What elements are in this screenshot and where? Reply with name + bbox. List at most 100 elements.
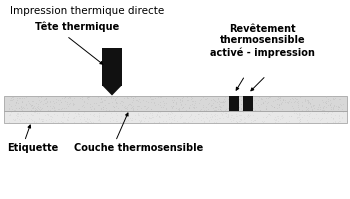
Point <box>33 120 38 124</box>
Point <box>147 112 153 115</box>
Point <box>244 102 250 105</box>
Point <box>138 100 143 103</box>
Point <box>40 118 45 121</box>
Point <box>179 97 184 100</box>
Point <box>247 113 253 116</box>
Bar <box>4 96 346 111</box>
Point <box>318 121 324 124</box>
Point <box>174 97 180 100</box>
Point <box>196 112 202 115</box>
Point <box>325 103 331 106</box>
Point <box>310 116 315 119</box>
Point <box>38 100 44 103</box>
Point <box>297 120 302 123</box>
Point <box>339 115 345 119</box>
Point <box>84 120 90 123</box>
Point <box>203 112 209 115</box>
Point <box>252 118 257 121</box>
Point <box>328 102 334 105</box>
Point <box>336 105 342 108</box>
Point <box>329 111 335 114</box>
Point <box>199 119 204 122</box>
Point <box>9 98 15 101</box>
Point <box>77 118 83 121</box>
Point <box>317 102 322 105</box>
Point <box>323 101 329 104</box>
Point <box>100 115 105 118</box>
Point <box>241 117 246 121</box>
Point <box>255 103 261 106</box>
Point <box>285 101 290 104</box>
Point <box>328 102 333 106</box>
Point <box>248 96 254 99</box>
Point <box>136 119 142 122</box>
Point <box>311 116 316 119</box>
Point <box>253 101 259 104</box>
Point <box>275 97 281 100</box>
Point <box>286 114 292 118</box>
Point <box>193 99 198 102</box>
Point <box>330 120 336 124</box>
Point <box>309 98 314 101</box>
Point <box>173 107 178 110</box>
Point <box>177 116 183 120</box>
Point <box>257 109 262 112</box>
Point <box>168 115 174 118</box>
Point <box>99 96 104 99</box>
Point <box>279 115 285 118</box>
Point <box>28 117 34 120</box>
Point <box>340 102 346 105</box>
Point <box>140 98 145 101</box>
Point <box>51 105 57 109</box>
Point <box>217 116 223 120</box>
Point <box>336 98 341 101</box>
Point <box>330 108 336 111</box>
Point <box>81 111 86 114</box>
Point <box>223 112 228 115</box>
Point <box>13 102 19 105</box>
Point <box>121 105 127 108</box>
Point <box>248 107 254 110</box>
Point <box>218 101 224 104</box>
Point <box>178 97 183 100</box>
Point <box>169 104 174 107</box>
Point <box>258 98 264 101</box>
Point <box>36 99 42 102</box>
Point <box>289 104 295 107</box>
Point <box>19 100 25 104</box>
Point <box>44 104 50 108</box>
Point <box>138 119 143 122</box>
Point <box>98 100 104 103</box>
Point <box>234 105 240 108</box>
Point <box>306 108 311 112</box>
Point <box>330 106 336 109</box>
Point <box>42 98 48 101</box>
Point <box>294 113 300 116</box>
Point <box>69 98 75 101</box>
Point <box>184 98 190 101</box>
Point <box>191 106 196 109</box>
Point <box>66 96 71 99</box>
Point <box>159 95 164 99</box>
Point <box>22 106 27 109</box>
Point <box>286 119 292 122</box>
Point <box>317 106 323 109</box>
Point <box>182 102 188 106</box>
Point <box>212 113 217 116</box>
Point <box>161 100 166 103</box>
Point <box>13 118 18 121</box>
Point <box>64 118 69 122</box>
Point <box>131 108 136 111</box>
Point <box>62 96 67 100</box>
Point <box>61 121 66 124</box>
Point <box>212 105 217 108</box>
Point <box>102 98 107 101</box>
Point <box>76 107 81 110</box>
Point <box>125 103 131 106</box>
Point <box>260 101 266 105</box>
Point <box>163 119 169 123</box>
Point <box>229 115 234 119</box>
Point <box>13 107 18 110</box>
Point <box>132 117 138 121</box>
Point <box>36 117 41 120</box>
